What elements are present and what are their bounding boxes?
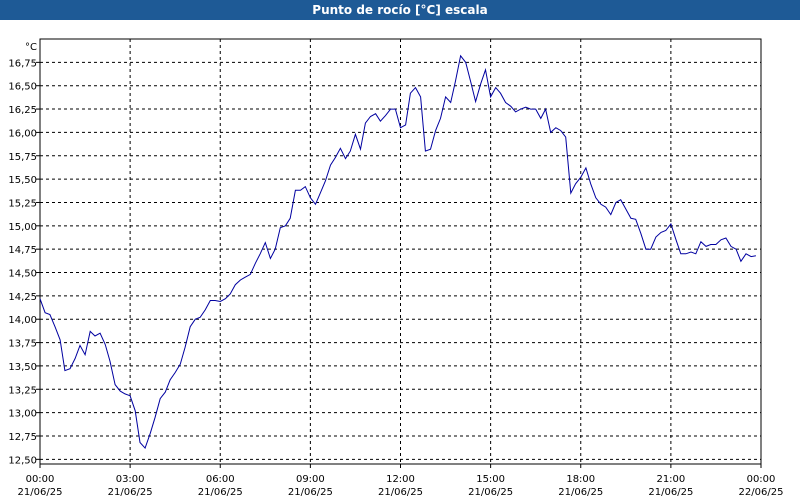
x-axis-ticks: 00:00 21/06/25 03:00 21/06/25 06:00 21/06/25 0… [18, 464, 784, 498]
y-tick-label: 16,75 [8, 58, 37, 69]
x-tick-date-label: 21/06/25 [558, 487, 603, 498]
y-tick-label: 16,25 [8, 105, 37, 116]
y-axis-ticks: 12,50 12,75 13,00 13,25 13,50 13,75 14,00 14,25… [8, 58, 40, 466]
y-tick-label: 15,00 [8, 222, 37, 233]
x-tick-time-label: 06:00 [206, 474, 235, 485]
x-tick-time-label: 21:00 [656, 474, 685, 485]
x-tick-date-label: 21/06/25 [108, 487, 153, 498]
x-tick-time-label: 12:00 [386, 474, 415, 485]
y-tick-label: 15,75 [8, 152, 37, 163]
y-tick-label: 14,75 [8, 245, 37, 256]
chart-svg: 12,50 12,75 13,00 13,25 13,50 13,75 14,00 14,25… [8, 38, 784, 498]
x-tick-date-label: 21/06/25 [288, 487, 333, 498]
y-tick-label: 13,50 [8, 362, 37, 373]
x-tick-time-label: 18:00 [566, 474, 595, 485]
y-tick-label: 13,75 [8, 339, 37, 350]
x-tick-date-label: 21/06/25 [18, 487, 63, 498]
y-tick-label: 13,00 [8, 409, 37, 420]
x-tick-time-label: 00:00 [747, 474, 776, 485]
gridlines [40, 39, 761, 464]
x-tick-time-label: 03:00 [116, 474, 145, 485]
x-tick-date-label: 21/06/25 [468, 487, 513, 498]
y-tick-label: 14,00 [8, 315, 37, 326]
x-tick-date-label: 21/06/25 [198, 487, 243, 498]
y-tick-label: 15,25 [8, 198, 37, 209]
y-tick-label: 15,50 [8, 175, 37, 186]
x-tick-date-label: 21/06/25 [648, 487, 693, 498]
y-tick-label: 16,50 [8, 82, 37, 93]
series-line [39, 54, 756, 450]
chart-title: Punto de rocío [°C] escala [0, 0, 800, 20]
x-tick-time-label: 15:00 [476, 474, 505, 485]
y-tick-label: 12,50 [8, 455, 37, 466]
y-tick-label: 12,75 [8, 432, 37, 443]
y-tick-label: 13,25 [8, 385, 37, 396]
y-tick-label: 14,50 [8, 269, 37, 280]
y-tick-label: 16,00 [8, 128, 37, 139]
y-axis-unit-label: °C [25, 42, 37, 53]
y-tick-label: 14,25 [8, 292, 37, 303]
x-tick-time-label: 09:00 [296, 474, 325, 485]
x-tick-date-label: 21/06/25 [378, 487, 423, 498]
x-tick-date-label: 22/06/25 [739, 487, 784, 498]
series-group [39, 54, 756, 450]
x-tick-time-label: 00:00 [26, 474, 55, 485]
